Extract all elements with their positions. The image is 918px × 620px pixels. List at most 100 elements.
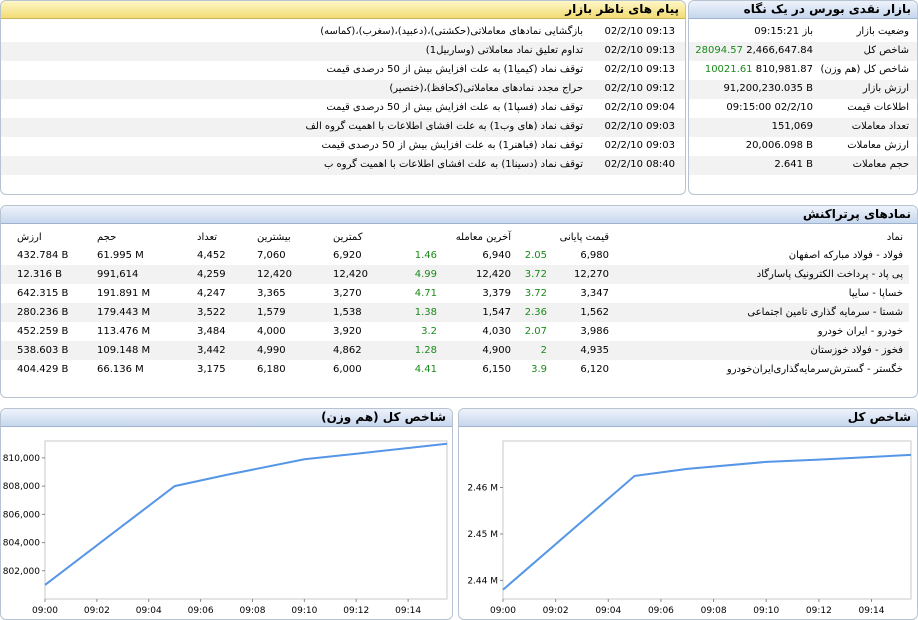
col-symbol-header[interactable]: نماد	[886, 231, 903, 243]
cell-close: 3,347	[580, 288, 609, 299]
cell-high: 12,420	[257, 265, 333, 284]
x-tick-label: 09:14	[859, 606, 885, 616]
summary-row: ارزش بازار 91,200,230.035 B	[689, 80, 917, 99]
col-value-header[interactable]: ارزش	[17, 231, 42, 243]
cell-spacer	[1, 246, 17, 265]
eq-index-chart-header: شاخص کل (هم وزن)	[1, 409, 452, 427]
summary-value: 20,006.098 B	[745, 140, 813, 151]
index-chart-title: شاخص کل	[847, 410, 911, 424]
x-tick-label: 09:12	[806, 606, 832, 616]
summary-value-group: 20,006.098 B	[746, 140, 813, 151]
summary-value-group: 2.641 B	[774, 159, 813, 170]
message-time: 02/2/10 09:03	[604, 140, 675, 151]
table-row[interactable]: 280.236 B 179.443 M 3,522 1,579 1,538 1.38 1,5…	[1, 303, 909, 322]
index-chart-panel: شاخص کل 2.44 M 2.45 M 2.46 M 09:00 09:02 09:0…	[458, 408, 918, 620]
x-tick-label: 09:14	[395, 606, 421, 616]
y-tick-label: 806,000	[3, 510, 40, 520]
cell-volume: 61.995 M	[97, 250, 144, 261]
cell-low: 3,920	[333, 326, 362, 337]
message-row[interactable]: 02/2/10 09:13 بازگشایی نمادهای معاملاتی(ح…	[1, 23, 685, 42]
cell-count: 3,522	[197, 303, 257, 322]
message-row[interactable]: 02/2/10 09:13 توقف نماد (کیمیا1) به علت ا…	[1, 61, 685, 80]
summary-value-group: 28094.57 2,466,647.84	[693, 45, 813, 56]
summary-row: ارزش معاملات 20,006.098 B	[689, 137, 917, 156]
table-row[interactable]: 12.316 B 991,614 4,259 12,420 12,420 4.99 12,4…	[1, 265, 909, 284]
message-row[interactable]: 02/2/10 09:13 تداوم تعلیق نماد معاملاتی (…	[1, 42, 685, 61]
cell-last-pct: 4.71	[414, 288, 437, 299]
table-row[interactable]: 404.429 B 66.136 M 3,175 6,180 6,000 4.41 6,15…	[1, 360, 909, 379]
cell-count: 3,175	[197, 364, 226, 375]
cell-last-pct: 4.41	[414, 364, 437, 375]
series-line	[44, 442, 448, 586]
cell-value: 642.315 B	[17, 288, 69, 299]
message-row[interactable]: 02/2/10 08:40 توقف نماد (دسینا1) به علت ا…	[1, 156, 685, 175]
cell-spacer	[1, 265, 17, 284]
message-text: حراج مجدد نمادهای معاملاتی(کحافظ)،(ختصیر…	[389, 83, 583, 94]
col-volume-header[interactable]: حجم	[97, 231, 117, 243]
col-close-header[interactable]: قیمت پایانی	[559, 231, 609, 243]
message-time: 02/2/10 09:12	[604, 83, 675, 94]
message-row[interactable]: 02/2/10 09:03 توقف نماد (های وب1) به علت …	[1, 118, 685, 137]
cell-count: 3,442	[197, 341, 257, 360]
plot-area	[44, 440, 448, 600]
cell-spacer	[1, 322, 17, 341]
eq-index-chart-panel: شاخص کل (هم وزن) 802,000 804,000 806,000 80…	[0, 408, 453, 620]
x-tick-label: 09:08	[240, 606, 266, 616]
cell-high: 1,579	[257, 303, 333, 322]
summary-value: 810,981.87	[755, 64, 813, 75]
active-symbols-title: نمادهای پرتراکنش	[802, 207, 911, 221]
cell-count: 3,484	[197, 326, 226, 337]
cell-low: 6,920	[333, 250, 362, 261]
cell-high: 4,990	[257, 341, 333, 360]
x-tick-label: 09:02	[84, 606, 110, 616]
table-row[interactable]: 538.603 B 109.148 M 3,442 4,990 4,862 1.28 4,9…	[1, 341, 909, 360]
table-row[interactable]: 452.259 B 113.476 M 3,484 4,000 3,920 3.2 4,03…	[1, 322, 909, 341]
message-time: 02/2/10 08:40	[604, 159, 675, 170]
x-tick-label: 09:08	[701, 606, 727, 616]
summary-value: 2.641 B	[774, 159, 813, 170]
table-row[interactable]: 432.784 B 61.995 M 4,452 7,060 6,920 1.46 6,94…	[1, 246, 909, 265]
x-tick-label: 09:04	[595, 606, 621, 616]
summary-label: ارزش بازار	[862, 83, 909, 94]
summary-row: حجم معاملات 2.641 B	[689, 156, 917, 175]
summary-value: باز 09:15:21	[754, 26, 813, 37]
table-row[interactable]: 642.315 B 191.891 M 4,247 3,365 3,270 4.71 3,3…	[1, 284, 909, 303]
message-row[interactable]: 02/2/10 09:04 توقف نماد (فسپا1) به علت اف…	[1, 99, 685, 118]
cell-close-pct: 3.72	[524, 288, 547, 299]
col-low-header[interactable]: کمترین	[333, 231, 363, 243]
y-tick-label: 2.45 M	[467, 530, 498, 540]
message-row[interactable]: 02/2/10 09:12 حراج مجدد نمادهای معاملاتی(…	[1, 80, 685, 99]
summary-row: اطلاعات قیمت 09:15:00 02/2/10	[689, 99, 917, 118]
summary-label: تعداد معاملات	[851, 121, 909, 132]
cell-close: 3,986	[580, 326, 609, 337]
cell-symbol: فولاد - فولاد مبارکه اصفهان	[788, 250, 903, 261]
summary-label: شاخص کل (هم وزن)	[820, 64, 909, 75]
message-time: 02/2/10 09:03	[604, 121, 675, 132]
cell-high: 4,000	[257, 326, 286, 337]
message-row[interactable]: 02/2/10 09:03 توقف نماد (فباهنر1) به علت …	[1, 137, 685, 156]
cell-value: 12.316 B	[17, 265, 97, 284]
cell-spacer	[1, 360, 17, 379]
summary-row: شاخص کل 28094.57 2,466,647.84	[689, 42, 917, 61]
message-text: بازگشایی نمادهای معاملاتی(حکشتی)،(دعبید)…	[320, 26, 583, 37]
plot-area	[502, 440, 912, 600]
index-chart-header: شاخص کل	[459, 409, 917, 427]
cell-close: 6,120	[580, 364, 609, 375]
cell-last-pct: 1.46	[414, 250, 437, 261]
index-chart: 2.44 M 2.45 M 2.46 M 09:00 09:02 09:04 09:06 09…	[467, 440, 912, 616]
active-symbols-panel: نمادهای پرتراکنش ارزش حجم تعداد بیشترین …	[0, 205, 918, 398]
market-summary-title: بازار نقدی بورس در یک نگاه	[743, 2, 911, 16]
x-tick-label: 09:00	[490, 606, 516, 616]
summary-value-group: باز 09:15:21	[754, 26, 813, 37]
col-count-header[interactable]: تعداد	[197, 231, 218, 243]
cell-last-pct: 3.2	[421, 326, 437, 337]
cell-high: 3,365	[257, 288, 286, 299]
x-tick-label: 09:10	[753, 606, 779, 616]
col-last-header[interactable]: آخرین معامله	[455, 231, 511, 243]
col-high-header[interactable]: بیشترین	[257, 231, 291, 243]
summary-label: شاخص کل	[863, 45, 909, 56]
summary-row: تعداد معاملات 151,069	[689, 118, 917, 137]
cell-value: 280.236 B	[17, 303, 97, 322]
cell-symbol: شستا - سرمایه گذاری تامین اجتماعی	[609, 303, 909, 322]
cell-last-pct: 4.99	[395, 265, 437, 284]
